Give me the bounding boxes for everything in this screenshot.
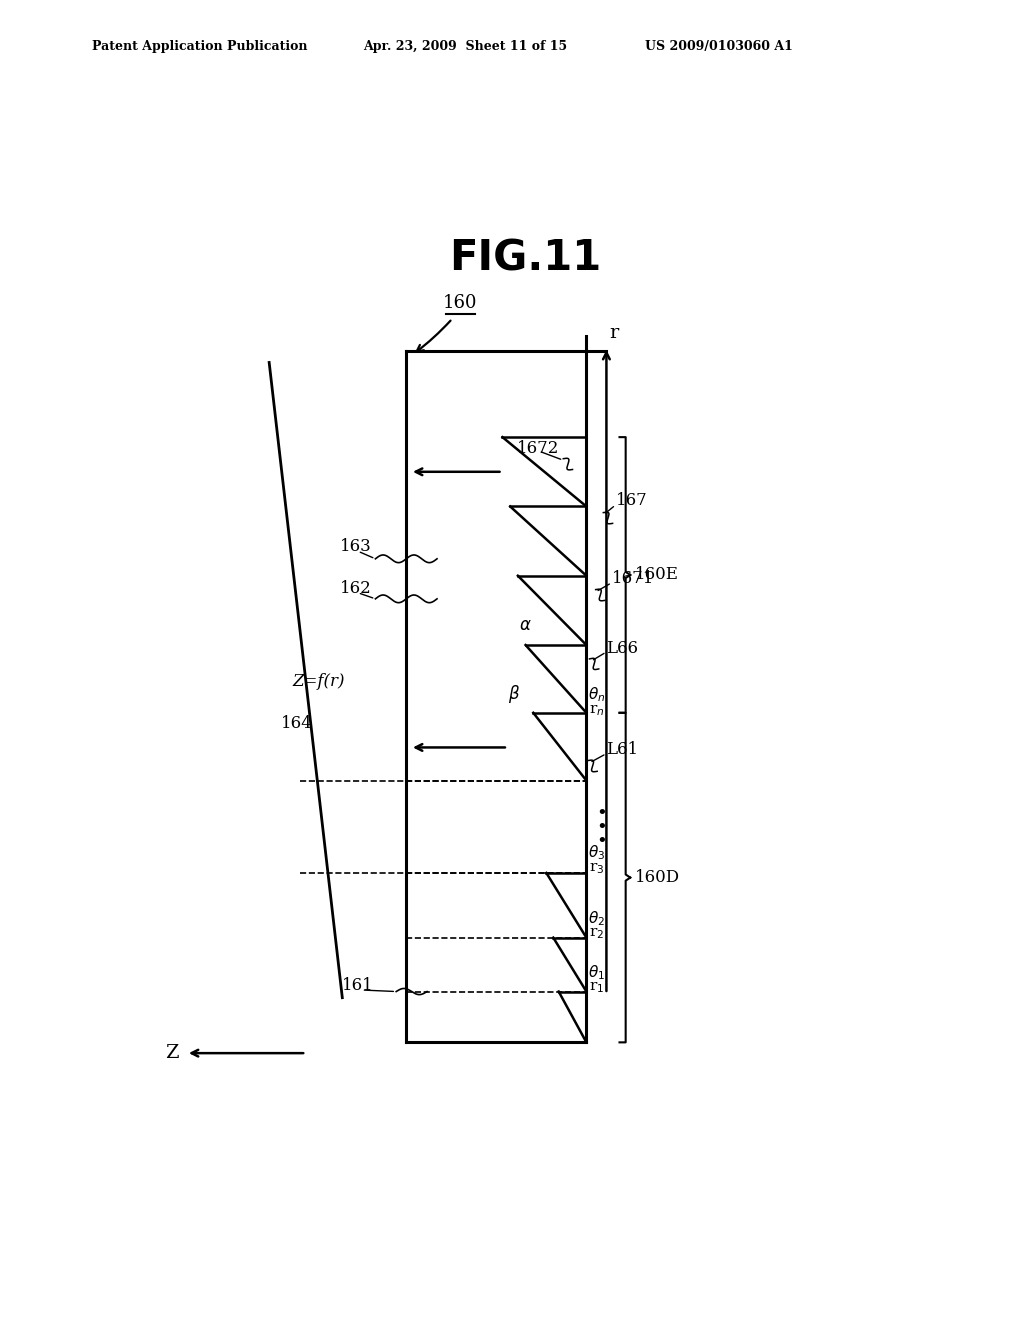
Text: 161: 161 (342, 977, 374, 994)
Text: $\alpha$: $\alpha$ (519, 616, 532, 634)
Text: 160D: 160D (635, 869, 680, 886)
Text: 160: 160 (442, 294, 477, 313)
Text: $\theta$$_1$: $\theta$$_1$ (588, 962, 605, 982)
Text: US 2009/0103060 A1: US 2009/0103060 A1 (645, 40, 793, 53)
Text: r$_3$: r$_3$ (590, 862, 605, 876)
Text: 162: 162 (340, 579, 372, 597)
Text: L61: L61 (606, 742, 639, 759)
Text: Z: Z (165, 1044, 178, 1063)
Text: 160E: 160E (635, 566, 679, 583)
Text: r: r (609, 323, 618, 342)
Text: $\beta$: $\beta$ (508, 682, 520, 705)
Text: Z=f(r): Z=f(r) (292, 673, 345, 690)
Text: 167: 167 (615, 492, 647, 510)
Text: L66: L66 (606, 640, 638, 657)
Text: r$_2$: r$_2$ (590, 927, 604, 941)
Text: $\theta$$_3$: $\theta$$_3$ (588, 843, 605, 862)
Text: 1671: 1671 (611, 570, 654, 587)
Text: 163: 163 (340, 539, 372, 556)
Text: •: • (596, 832, 607, 850)
Text: •: • (596, 804, 607, 822)
Text: r$_1$: r$_1$ (590, 979, 604, 995)
Text: 164: 164 (281, 715, 312, 733)
Text: $\theta$$_2$: $\theta$$_2$ (588, 909, 605, 928)
Text: r$_n$: r$_n$ (590, 702, 605, 718)
Text: •: • (596, 818, 607, 836)
Text: $\theta$$_n$: $\theta$$_n$ (588, 685, 605, 705)
Text: 1672: 1672 (517, 440, 559, 457)
Text: Patent Application Publication: Patent Application Publication (92, 40, 307, 53)
Text: Apr. 23, 2009  Sheet 11 of 15: Apr. 23, 2009 Sheet 11 of 15 (364, 40, 567, 53)
Text: FIG.11: FIG.11 (449, 238, 601, 280)
